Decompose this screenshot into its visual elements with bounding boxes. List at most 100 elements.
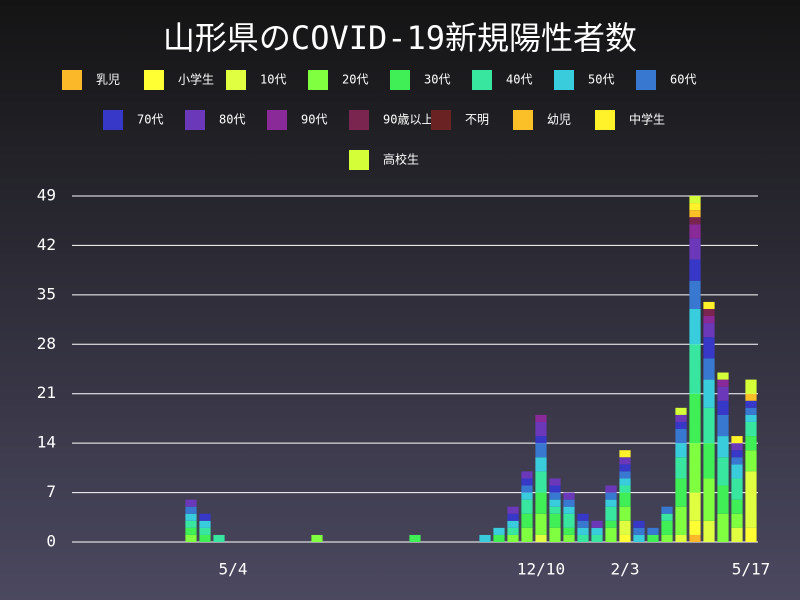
bar-segment bbox=[605, 506, 617, 521]
bar-segment bbox=[689, 203, 701, 211]
bar-segment bbox=[633, 520, 645, 528]
legend-swatch bbox=[349, 110, 369, 130]
bar-segment bbox=[619, 471, 631, 479]
bar-segment bbox=[521, 471, 533, 479]
legend-label: 70代 bbox=[137, 113, 163, 127]
bar-segment bbox=[619, 485, 631, 493]
bar-segment bbox=[689, 259, 701, 281]
legend-label: 不明 bbox=[465, 113, 489, 127]
y-tick-label: 35 bbox=[37, 284, 56, 303]
bar-segment bbox=[507, 513, 519, 521]
bar-segment bbox=[549, 527, 561, 542]
y-tick-label: 0 bbox=[46, 532, 56, 551]
bar-segment bbox=[731, 527, 743, 542]
legend-swatch bbox=[513, 110, 533, 130]
bar-segment bbox=[633, 534, 645, 542]
bar-segment bbox=[661, 513, 673, 521]
bar-segment bbox=[703, 337, 715, 359]
bar-segment bbox=[605, 499, 617, 507]
bar-segment bbox=[675, 429, 687, 444]
bar-segment bbox=[717, 379, 729, 387]
bar-segment bbox=[703, 520, 715, 542]
bar-segment bbox=[745, 450, 757, 472]
bar-segment bbox=[591, 527, 603, 535]
bar-segment bbox=[717, 372, 729, 380]
bar-segment bbox=[619, 520, 631, 535]
bar-segment bbox=[703, 316, 715, 324]
bar-segment bbox=[703, 379, 715, 408]
bar-segment bbox=[591, 520, 603, 528]
y-tick-label: 28 bbox=[37, 334, 56, 353]
bar-segment bbox=[633, 527, 645, 535]
bar-segment bbox=[619, 450, 631, 458]
legend-swatch bbox=[431, 110, 451, 130]
bar-segment bbox=[745, 393, 757, 401]
bar-segment bbox=[689, 217, 701, 225]
bar-segment bbox=[535, 471, 547, 493]
bar-segment bbox=[689, 280, 701, 309]
bar-segment bbox=[199, 534, 211, 542]
bar-segment bbox=[675, 478, 687, 507]
bar-segment bbox=[619, 457, 631, 465]
y-tick-label: 49 bbox=[37, 186, 56, 205]
bar-segment bbox=[549, 506, 561, 514]
bar-segment bbox=[563, 513, 575, 528]
bar-segment bbox=[689, 224, 701, 239]
bar-segment bbox=[619, 534, 631, 542]
bar-segment bbox=[199, 527, 211, 535]
bar-segment bbox=[675, 421, 687, 430]
bar-segment bbox=[689, 344, 701, 394]
bar-segment bbox=[409, 534, 421, 542]
bar-segment bbox=[689, 534, 701, 542]
legend-label: 90代 bbox=[301, 113, 327, 127]
legend-label: 30代 bbox=[424, 73, 450, 87]
bar-segment bbox=[493, 527, 505, 535]
bar-segment bbox=[185, 520, 197, 528]
x-tick-label: 5/17 bbox=[732, 560, 771, 579]
bar-segment bbox=[689, 308, 701, 345]
bar-segment bbox=[661, 534, 673, 542]
bar-segment bbox=[199, 520, 211, 528]
bar-segment bbox=[703, 301, 715, 309]
chart-title: 山形県のCOVID-19新規陽性者数 bbox=[163, 19, 637, 57]
bar-segment bbox=[535, 534, 547, 542]
bar-segment bbox=[563, 492, 575, 500]
bar-segment bbox=[619, 506, 631, 521]
bar-segment bbox=[185, 527, 197, 535]
bar-segment bbox=[745, 414, 757, 422]
bar-segment bbox=[577, 527, 589, 535]
bar-segment bbox=[535, 414, 547, 422]
bar-segment bbox=[717, 457, 729, 486]
legend-swatch bbox=[144, 70, 164, 90]
bar-segment bbox=[311, 534, 323, 542]
bar-segment bbox=[745, 400, 757, 408]
bar-segment bbox=[535, 436, 547, 444]
legend-swatch bbox=[636, 70, 656, 90]
legend-label: 80代 bbox=[219, 113, 245, 127]
bar-segment bbox=[199, 513, 211, 521]
bar-segment bbox=[689, 393, 701, 444]
bar-segment bbox=[591, 534, 603, 542]
bar-segment bbox=[521, 485, 533, 493]
bar-segment bbox=[675, 506, 687, 535]
bar-segment bbox=[675, 414, 687, 422]
legend-label: 中学生 bbox=[629, 112, 665, 127]
legend-label: 90歳以上 bbox=[383, 113, 433, 127]
bar-segment bbox=[703, 323, 715, 338]
bar-segment bbox=[185, 506, 197, 514]
legend-swatch bbox=[349, 150, 369, 170]
bar-segment bbox=[535, 492, 547, 514]
bar-segment bbox=[745, 436, 757, 451]
legend-label: 40代 bbox=[506, 73, 532, 87]
bar-segment bbox=[605, 492, 617, 500]
bar-segment bbox=[661, 506, 673, 514]
legend-label: 60代 bbox=[670, 73, 696, 87]
bar-segment bbox=[703, 478, 715, 521]
bar-segment bbox=[647, 534, 659, 542]
bar-segment bbox=[731, 478, 743, 500]
bar-segment bbox=[563, 499, 575, 507]
bar-segment bbox=[689, 443, 701, 493]
bar-segment bbox=[619, 492, 631, 507]
bar-segment bbox=[535, 421, 547, 437]
